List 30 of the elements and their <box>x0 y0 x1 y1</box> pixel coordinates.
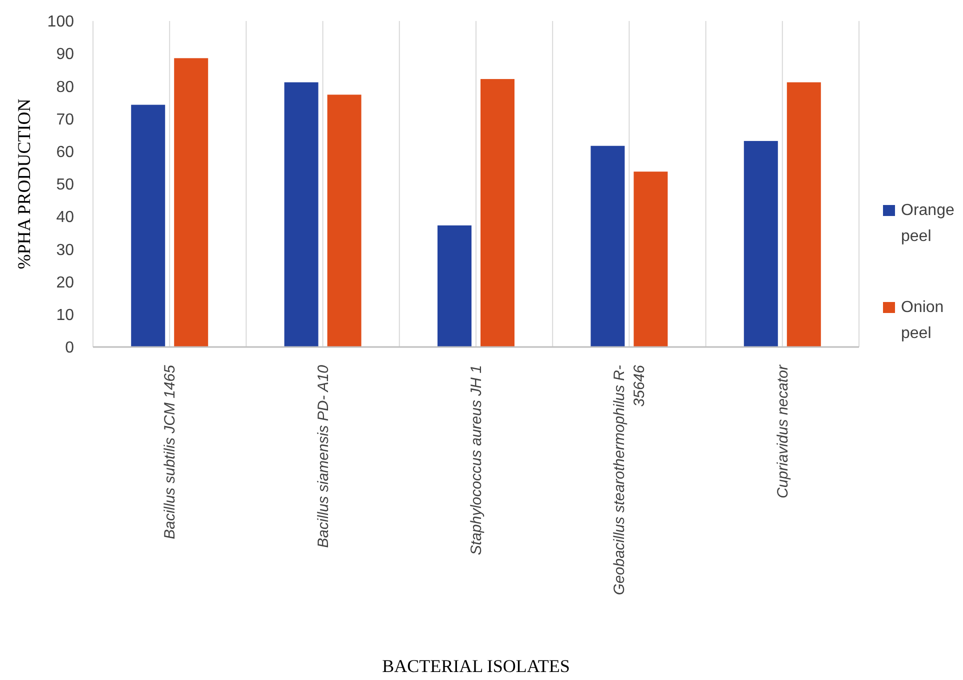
bar <box>131 104 166 347</box>
x-tick-label: Bacillus siamensis PD- A10 <box>314 364 332 548</box>
y-tick-label: 100 <box>47 14 74 31</box>
bar <box>438 225 472 347</box>
x-tick-label: Geobacillus stearothermophilus R-35646 <box>611 364 648 596</box>
bar <box>786 82 821 347</box>
y-tick-label: 40 <box>56 209 74 226</box>
y-tick-label: 70 <box>56 111 74 128</box>
y-tick-label: 80 <box>56 78 74 96</box>
bar <box>634 172 668 347</box>
y-tick-label: 60 <box>56 144 74 161</box>
legend-label: Onion peel <box>901 299 944 342</box>
y-tick-label: 0 <box>65 340 74 357</box>
bar <box>590 146 625 347</box>
bar <box>744 140 778 347</box>
x-axis-title: BACTERIAL ISOLATES <box>382 656 570 676</box>
bar <box>480 79 514 347</box>
y-tick-label: 10 <box>56 307 74 324</box>
bar <box>174 58 208 347</box>
y-tick-label: 50 <box>56 176 74 194</box>
y-tick-label: 30 <box>56 242 74 259</box>
y-tick-label: 20 <box>56 274 74 292</box>
x-tick-label: Bacillus subtilis JCM 1465 <box>162 364 179 540</box>
bar <box>327 94 362 347</box>
x-tick-label: Cupriavidus necator <box>774 364 792 498</box>
y-tick-label: 90 <box>56 46 74 64</box>
bar <box>284 82 318 347</box>
x-tick-label: Staphylococcus aureus JH 1 <box>468 365 485 556</box>
y-axis-title: %PHA PRODUCTION <box>14 98 34 270</box>
legend-label: Orange peel <box>901 202 954 245</box>
